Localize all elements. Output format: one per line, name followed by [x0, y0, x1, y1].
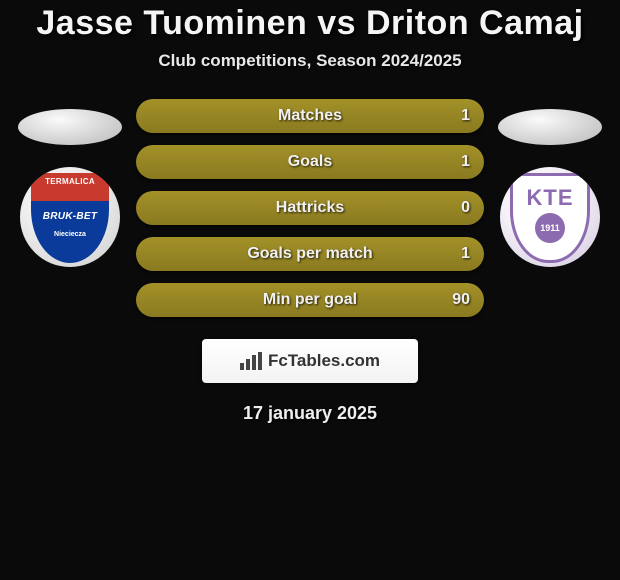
stat-row: Goals per match 1 — [136, 237, 484, 271]
right-badge-year: 1911 — [540, 223, 560, 233]
stats-column: Matches 1 Goals 1 Hattricks 0 Goals per match 1… — [130, 99, 490, 317]
left-badge-bottom-text: Nieciecza — [54, 231, 86, 238]
left-badge-top-text: TERMALICA — [45, 177, 95, 186]
stat-label: Matches — [278, 107, 342, 125]
stat-right-value: 1 — [461, 153, 470, 171]
right-badge-text: KTE — [527, 185, 574, 211]
left-player-column: TERMALICA BRUK-BET Nieciecza — [10, 99, 130, 267]
main-row: TERMALICA BRUK-BET Nieciecza Matches1Goa… — [0, 99, 620, 317]
right-player-disc — [498, 109, 602, 145]
stat-right-value: 1 — [461, 245, 470, 263]
stat-row: Min per goal 90 — [136, 283, 484, 317]
stat-row: Matches 1 — [136, 99, 484, 133]
stat-right-value: 90 — [452, 291, 470, 309]
left-badge-mid-text: BRUK-BET — [43, 211, 98, 222]
stat-row: Hattricks 0 — [136, 191, 484, 225]
right-team-badge: KTE 1911 — [500, 167, 600, 267]
date-line: 17 january 2025 — [0, 403, 620, 424]
page-title: Jasse Tuominen vs Driton Camaj — [0, 4, 620, 43]
stat-row: Goals 1 — [136, 145, 484, 179]
bar-chart-icon — [240, 352, 262, 370]
comparison-card: Jasse Tuominen vs Driton Camaj Club comp… — [0, 0, 620, 424]
stat-right-value: 1 — [461, 107, 470, 125]
stat-label: Min per goal — [263, 291, 357, 309]
left-team-badge: TERMALICA BRUK-BET Nieciecza — [20, 167, 120, 267]
watermark-badge: FcTables.com — [202, 339, 418, 383]
stat-right-value: 0 — [461, 199, 470, 217]
watermark-text: FcTables.com — [268, 351, 380, 371]
stat-label: Hattricks — [276, 199, 344, 217]
stat-label: Goals per match — [247, 245, 372, 263]
right-badge-ball-icon: 1911 — [535, 213, 565, 243]
subtitle: Club competitions, Season 2024/2025 — [0, 51, 620, 71]
left-player-disc — [18, 109, 122, 145]
right-player-column: KTE 1911 — [490, 99, 610, 267]
stat-label: Goals — [288, 153, 332, 171]
